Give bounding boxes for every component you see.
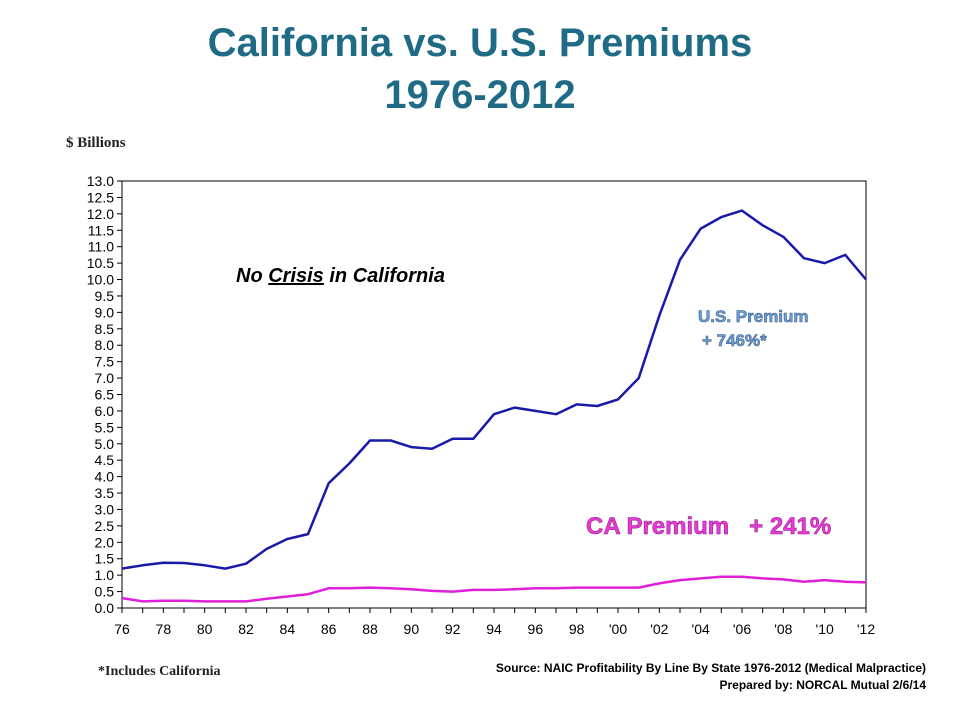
x-tick-label: 96 [528,621,544,637]
y-tick-label: 4.5 [95,452,115,468]
y-tick-label: 5.5 [95,419,115,435]
prepared-by-text: Prepared by: NORCAL Mutual 2/6/14 [719,678,927,692]
x-tick-label: 88 [362,621,378,637]
y-tick-label: 6.0 [95,403,115,419]
y-axis-ticks: 0.00.51.01.52.02.53.03.54.04.55.05.56.06… [87,173,122,616]
y-tick-label: 9.0 [95,304,115,320]
x-tick-label: 82 [238,621,254,637]
y-tick-label: 3.5 [95,485,115,501]
crisis-word: Crisis [268,265,324,287]
x-tick-label: 86 [321,621,337,637]
x-tick-label: 78 [156,621,172,637]
y-tick-label: 7.5 [95,354,115,370]
source-note: Source: NAIC Profitability By Line By St… [496,660,926,694]
x-tick-label: '06 [733,621,751,637]
y-tick-label: 6.5 [95,387,115,403]
y-tick-label: 1.0 [95,567,115,583]
x-tick-label: 84 [280,621,296,637]
us-premium-change: + 746%* [702,331,767,350]
ca-premium-line [121,575,867,603]
us-premium-line [121,209,867,570]
x-tick-label: '00 [609,621,627,637]
x-tick-label: 90 [404,621,420,637]
series-lines [121,209,867,603]
y-tick-label: 0.5 [95,584,115,600]
no-crisis-annotation: No Crisis in California [236,265,445,287]
footnote: *Includes California [98,664,221,679]
y-tick-label: 4.0 [95,469,115,485]
y-tick-label: 11.5 [88,222,114,238]
x-tick-label: 76 [114,621,130,637]
x-tick-label: '10 [816,621,834,637]
y-tick-label: 0.0 [95,600,115,616]
y-tick-label: 9.5 [95,288,115,304]
x-tick-label: 80 [197,621,213,637]
y-tick-label: 1.5 [95,551,115,567]
y-tick-label: 10.0 [87,272,114,288]
y-axis-unit-label: $ Billions [66,135,126,151]
x-tick-label: '04 [692,621,710,637]
y-tick-label: 12.5 [87,189,114,205]
x-axis-ticks: 76 78 80 82 84 86 88 90 92 94 96 98 '00 '02 '04 '06 '08 '… [114,608,875,637]
no-crisis-prefix: No [236,265,268,287]
y-tick-label: 12.0 [87,206,114,222]
x-tick-label: '12 [857,621,875,637]
chart-title: California vs. U.S. Premiums [207,21,753,65]
x-tick-label: '02 [650,621,668,637]
x-tick-label: 98 [569,621,585,637]
y-tick-label: 3.0 [95,501,115,517]
y-tick-label: 10.5 [87,255,114,271]
ca-premium-label: CA Premium + 241% [586,513,831,540]
y-tick-label: 2.5 [95,518,115,534]
y-tick-label: 11.0 [88,239,114,255]
y-tick-label: 13.0 [87,173,114,189]
y-tick-label: 8.5 [95,321,115,337]
plot-area [121,180,867,609]
source-text: Source: NAIC Profitability By Line By St… [495,661,926,675]
x-tick-label: '08 [774,621,792,637]
x-tick-label: 94 [486,621,502,637]
us-premium-label: U.S. Premium [698,307,809,326]
x-tick-label: 92 [445,621,461,637]
y-tick-label: 2.0 [95,534,115,550]
chart-subtitle: 1976-2012 [384,73,576,117]
no-crisis-suffix: in California [324,265,445,287]
y-tick-label: 5.0 [95,436,115,452]
y-tick-label: 8.0 [95,337,115,353]
y-tick-label: 7.0 [95,370,115,386]
